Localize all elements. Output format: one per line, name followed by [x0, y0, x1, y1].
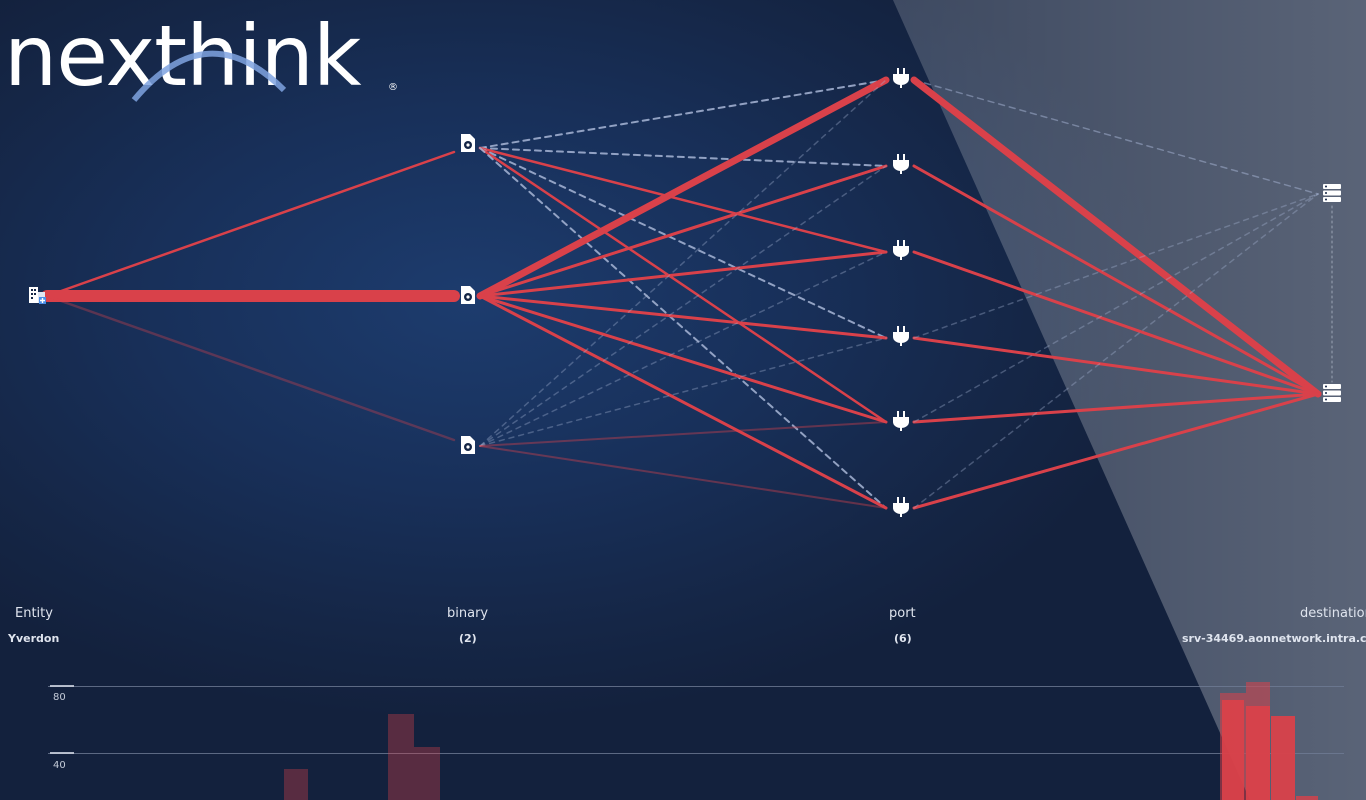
link-entity-binary: [45, 294, 456, 442]
link-dashed: [479, 79, 887, 149]
link-port-destination: [912, 336, 1320, 396]
axis-tick-40: 40: [53, 760, 66, 771]
link-dashed: [479, 147, 887, 167]
links-layer: [41, 76, 1333, 510]
chart-bar: [1271, 716, 1295, 800]
histogram: [48, 682, 1344, 800]
axis-tick-80: 80: [53, 692, 66, 703]
plug-icon[interactable]: [890, 325, 912, 347]
link-binary-port: [478, 146, 888, 424]
gear-file-icon[interactable]: [457, 434, 479, 456]
chart-bar: [284, 769, 308, 800]
link-port-destination: [912, 392, 1320, 424]
gear-file-icon[interactable]: [457, 132, 479, 154]
link-dashed: [479, 147, 887, 509]
chart-bar: [414, 747, 440, 800]
plug-icon[interactable]: [890, 67, 912, 89]
column-value-entity: Yverdon: [8, 632, 60, 645]
link-binary-port: [479, 445, 887, 509]
server-icon[interactable]: [1321, 182, 1343, 204]
link-dashed: [479, 79, 887, 447]
link-dashed: [479, 147, 887, 339]
plug-icon[interactable]: [890, 410, 912, 432]
column-label-destination: destination: [1300, 606, 1366, 621]
column-label-binary: binary: [447, 606, 489, 621]
link-binary-port-main: [476, 76, 890, 300]
gear-file-icon[interactable]: [457, 284, 479, 306]
office-building-icon[interactable]: [26, 284, 48, 306]
link-dashed: [913, 193, 1319, 339]
link-binary-port: [478, 294, 888, 340]
link-port-destination: [912, 250, 1320, 396]
link-entity-binary: [45, 150, 456, 298]
column-label-entity: Entity: [15, 606, 53, 621]
link-dashed: [913, 193, 1319, 509]
logo-registered: ®: [388, 82, 398, 93]
gridline-40: [48, 753, 1344, 754]
plug-icon[interactable]: [890, 239, 912, 261]
column-label-port: port: [889, 606, 916, 621]
link-port-destination-main: [910, 76, 1322, 398]
column-value-binary: (2): [459, 632, 477, 645]
link-binary-port: [478, 294, 888, 424]
link-dashed: [479, 165, 887, 447]
logo-swoosh: [131, 50, 287, 102]
link-port-destination: [912, 392, 1320, 510]
link-binary-port: [478, 146, 888, 254]
logo-text: nexthink: [4, 7, 362, 105]
column-value-port: (6): [894, 632, 912, 645]
link-binary-port: [478, 164, 888, 298]
link-dashed: [479, 251, 887, 447]
link-dashed: [913, 193, 1319, 423]
plug-icon[interactable]: [890, 496, 912, 518]
chart-bar: [1246, 706, 1270, 800]
server-icon[interactable]: [1321, 382, 1343, 404]
plug-icon[interactable]: [890, 153, 912, 175]
chart-bar: [1222, 700, 1244, 800]
spotlight-overlay: [893, 0, 1366, 800]
nexthink-logo: nexthink ®: [4, 8, 399, 112]
gridline-80: [48, 686, 1344, 687]
link-binary-port: [479, 421, 887, 447]
axis-mark-80: [50, 685, 74, 687]
axis-mark-40: [50, 752, 74, 754]
chart-bar: [1296, 796, 1318, 800]
link-dashed: [479, 337, 887, 447]
link-binary-port: [478, 294, 888, 510]
column-value-destination: srv-34469.aonnetwork.intra.c: [1182, 632, 1366, 645]
link-port-destination: [912, 164, 1320, 396]
link-binary-port: [478, 250, 888, 298]
link-dashed: [913, 79, 1319, 195]
chart-bar: [388, 714, 414, 800]
